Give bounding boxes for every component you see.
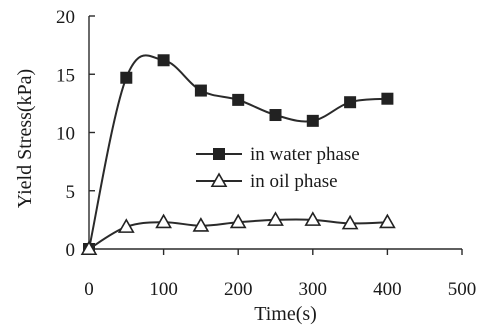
x-tick-label-5: 500 xyxy=(448,279,477,300)
legend-marker-oil xyxy=(210,172,228,188)
legend-label-oil: in oil phase xyxy=(250,171,338,192)
x-tick-label-4: 400 xyxy=(373,279,402,300)
y-tick-label-2: 10 xyxy=(56,124,75,145)
y-axis-title: Yield Stress(kPa) xyxy=(14,69,36,208)
series-layer xyxy=(80,54,396,256)
y-tick-label-0: 0 xyxy=(66,240,76,261)
series-0-point-1 xyxy=(120,71,133,84)
x-tick-label-0: 0 xyxy=(84,279,94,300)
series-1 xyxy=(80,211,396,256)
legend-item-water: in water phase xyxy=(196,144,360,165)
series-1-point-0 xyxy=(80,240,98,256)
series-0-point-4 xyxy=(232,93,245,106)
series-1-point-7 xyxy=(341,214,359,230)
y-tick-label-1: 5 xyxy=(66,182,76,203)
series-0-point-5 xyxy=(269,109,282,122)
x-tick-label-2: 200 xyxy=(224,279,253,300)
y-tick-label-4: 20 xyxy=(56,7,75,28)
series-0-point-7 xyxy=(344,96,357,109)
series-1-point-3 xyxy=(192,217,210,232)
x-ticks: 0 100 200 300 400 500 xyxy=(84,249,476,300)
legend: in water phase in oil phase xyxy=(196,144,360,192)
legend-marker-shape-0 xyxy=(213,148,225,160)
series-1-point-2 xyxy=(155,213,172,229)
series-1-point-8 xyxy=(379,213,396,229)
legend-marker-water xyxy=(213,148,225,160)
x-tick-label-3: 300 xyxy=(299,279,328,300)
series-1-point-4 xyxy=(229,213,247,229)
series-1-point-5 xyxy=(267,211,284,226)
series-1-point-1 xyxy=(117,218,135,233)
legend-item-oil: in oil phase xyxy=(196,171,338,192)
series-1-point-6 xyxy=(304,211,322,226)
series-0-point-2 xyxy=(157,54,170,67)
x-tick-label-1: 100 xyxy=(149,279,178,300)
legend-label-water: in water phase xyxy=(250,144,360,165)
x-axis-title: Time(s) xyxy=(254,303,317,325)
legend-marker-shape-1 xyxy=(210,172,228,188)
series-0 xyxy=(83,54,394,255)
series-0-point-3 xyxy=(194,84,207,97)
y-ticks: 0 5 10 15 20 xyxy=(56,7,95,261)
y-tick-label-3: 15 xyxy=(56,65,75,86)
series-0-point-8 xyxy=(381,92,394,105)
series-0-point-6 xyxy=(306,114,319,127)
